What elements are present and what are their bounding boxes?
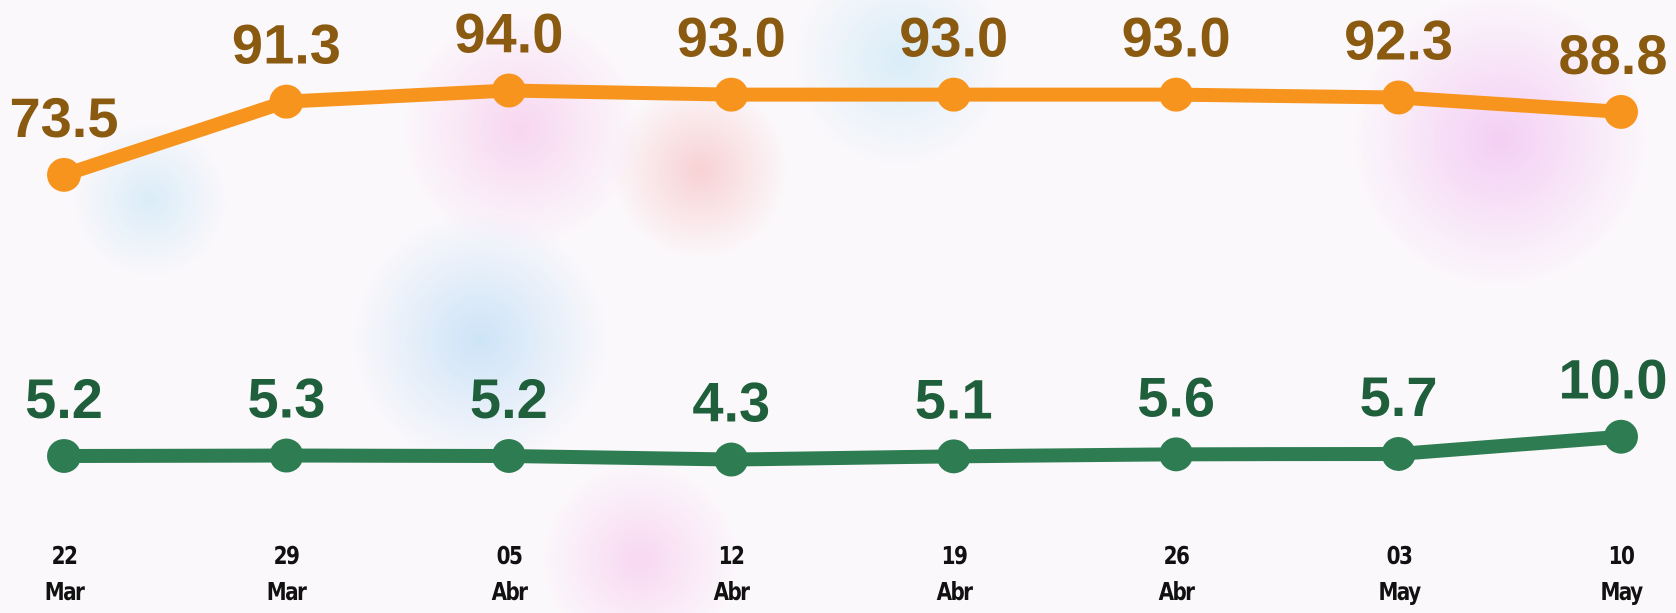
- point: [1382, 81, 1416, 115]
- point: [714, 78, 748, 112]
- value-label: 93.0: [1122, 6, 1231, 69]
- value-label: 5.1: [915, 367, 993, 430]
- x-tick-label: 26 Abr: [1152, 538, 1200, 610]
- point: [47, 439, 81, 473]
- value-label: 5.3: [247, 367, 325, 430]
- value-label: 4.3: [692, 371, 770, 434]
- value-label: 88.8: [1559, 23, 1668, 86]
- point: [1604, 420, 1638, 454]
- value-label: 93.0: [677, 6, 786, 69]
- point: [714, 443, 748, 477]
- value-label: 92.3: [1344, 9, 1453, 72]
- point: [47, 158, 81, 192]
- value-label: 5.2: [470, 367, 548, 430]
- x-tick-label: 05 Abr: [485, 538, 533, 610]
- x-tick-label: 19 Abr: [930, 538, 978, 610]
- value-label: 10.0: [1559, 348, 1668, 411]
- point: [1382, 437, 1416, 471]
- x-tick-label: 22 Mar: [40, 538, 88, 610]
- point: [1159, 78, 1193, 112]
- chart: 73.5 91.3 94.0 93.0 93.0 93.0 92.3 88.8 5.2 5.3 5.…: [0, 0, 1676, 613]
- value-label: 93.0: [899, 6, 1008, 69]
- value-label: 73.5: [10, 86, 119, 149]
- point: [269, 85, 303, 119]
- point: [937, 78, 971, 112]
- point: [1604, 95, 1638, 129]
- point: [937, 439, 971, 473]
- x-tick-label: 12 Abr: [707, 538, 755, 610]
- value-label: 5.7: [1360, 365, 1438, 428]
- plot: 73.5 91.3 94.0 93.0 93.0 93.0 92.3 88.8 5.2 5.3 5.…: [0, 0, 1676, 613]
- point: [1159, 437, 1193, 471]
- x-tick-label: 10 May: [1597, 538, 1645, 610]
- point: [492, 439, 526, 473]
- x-tick-label: 03 May: [1375, 538, 1423, 610]
- x-tick-label: 29 Mar: [262, 538, 310, 610]
- value-label: 91.3: [232, 13, 341, 76]
- point: [492, 74, 526, 108]
- value-label: 5.2: [25, 367, 103, 430]
- point: [269, 439, 303, 473]
- value-label: 94.0: [454, 2, 563, 65]
- value-label: 5.6: [1137, 365, 1215, 428]
